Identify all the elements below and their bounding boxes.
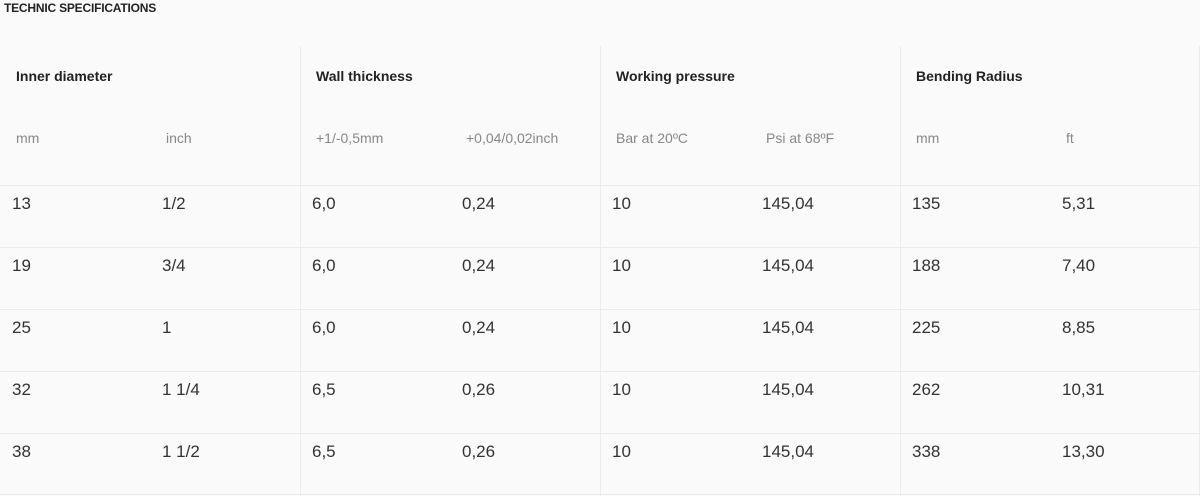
group-header-working-pressure: Working pressure [616,68,735,84]
cell-wall-mm: 6,0 [312,318,336,337]
section-title: TECHNIC SPECIFICATIONS [4,1,157,15]
cell-inner-inch: 1 1/2 [162,442,200,461]
cell-wall-inch: 0,26 [462,442,496,461]
cell-radius-mm: 225 [912,318,941,337]
cell-radius-mm: 135 [912,194,941,213]
unit-header-psi: Psi at 68ºF [766,130,835,146]
cell-pressure-psi: 145,04 [762,380,814,399]
cell-inner-inch: 3/4 [162,256,186,275]
group-header-bending-radius: Bending Radius [916,68,1023,84]
cell-wall-inch: 0,24 [462,256,496,275]
cell-radius-ft: 10,31 [1062,380,1105,399]
cell-pressure-psi: 145,04 [762,194,814,213]
cell-inner-mm: 25 [12,318,31,337]
cell-pressure-psi: 145,04 [762,442,814,461]
cell-inner-inch: 1/2 [162,194,186,213]
cell-inner-mm: 19 [12,256,31,275]
cell-pressure-psi: 145,04 [762,256,814,275]
cell-pressure-bar: 10 [612,194,631,213]
cell-inner-inch: 1 1/4 [162,380,200,399]
cell-radius-mm: 188 [912,256,941,275]
cell-pressure-bar: 10 [612,442,631,461]
cell-wall-inch: 0,24 [462,194,496,213]
cell-wall-mm: 6,0 [312,194,336,213]
unit-header-radius-ft: ft [1066,130,1074,146]
cell-inner-mm: 32 [12,380,31,399]
unit-header-bar: Bar at 20ºC [616,130,689,146]
column-divider [300,46,301,496]
column-divider [600,46,601,496]
cell-pressure-bar: 10 [612,318,631,337]
row-divider [0,433,1200,434]
cell-pressure-psi: 145,04 [762,318,814,337]
cell-inner-mm: 38 [12,442,31,461]
cell-radius-ft: 13,30 [1062,442,1105,461]
cell-radius-ft: 7,40 [1062,256,1096,275]
row-divider [0,371,1200,372]
row-divider [0,247,1200,248]
unit-header-mm: mm [16,130,40,146]
cell-pressure-bar: 10 [612,256,631,275]
cell-radius-ft: 8,85 [1062,318,1096,337]
cell-inner-inch: 1 [162,318,172,337]
unit-header-wall-mm: +1/-0,5mm [316,130,384,146]
cell-wall-inch: 0,26 [462,380,496,399]
row-divider [0,185,1200,186]
column-divider [900,46,901,496]
row-divider [0,494,1200,495]
cell-pressure-bar: 10 [612,380,631,399]
cell-radius-mm: 262 [912,380,941,399]
cell-radius-ft: 5,31 [1062,194,1096,213]
group-header-inner-diameter: Inner diameter [16,68,113,84]
unit-header-inch: inch [166,130,192,146]
cell-wall-mm: 6,5 [312,380,336,399]
cell-wall-mm: 6,0 [312,256,336,275]
unit-header-wall-inch: +0,04/0,02inch [466,130,559,146]
cell-inner-mm: 13 [12,194,31,213]
row-divider [0,309,1200,310]
cell-radius-mm: 338 [912,442,941,461]
cell-wall-inch: 0,24 [462,318,496,337]
cell-wall-mm: 6,5 [312,442,336,461]
unit-header-radius-mm: mm [916,130,940,146]
group-header-wall-thickness: Wall thickness [316,68,413,84]
